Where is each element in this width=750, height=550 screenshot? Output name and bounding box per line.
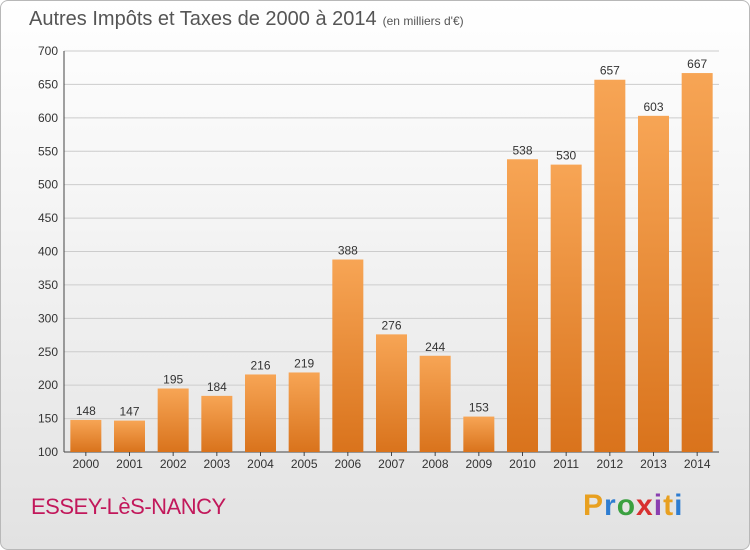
logo-letter: t — [663, 489, 675, 522]
x-tick-label: 2007 — [378, 457, 405, 471]
x-tick-label: 2012 — [596, 457, 623, 471]
y-tick-label: 300 — [38, 311, 58, 325]
y-tick-label: 500 — [38, 178, 58, 192]
logo-letter: o — [616, 489, 637, 522]
x-tick-label: 2010 — [509, 457, 536, 471]
chart-unit: (en milliers d'€) — [382, 14, 464, 28]
y-tick-label: 400 — [38, 245, 58, 259]
bar-value-label: 147 — [119, 405, 139, 419]
x-tick-label: 2001 — [116, 457, 143, 471]
x-tick-label: 2006 — [334, 457, 361, 471]
bar-value-label: 538 — [512, 143, 532, 157]
bar-value-label: 530 — [556, 149, 576, 163]
y-tick-label: 600 — [38, 111, 58, 125]
x-tick-label: 2002 — [160, 457, 187, 471]
bar — [594, 79, 626, 452]
bar — [157, 388, 189, 452]
bar-value-label: 388 — [338, 244, 358, 258]
logo-letter: i — [674, 489, 684, 522]
bar-value-label: 195 — [163, 373, 183, 387]
bar-value-label: 216 — [250, 358, 270, 372]
logo-letter: r — [604, 489, 617, 522]
x-tick-label: 2013 — [640, 457, 667, 471]
bar — [681, 73, 713, 453]
bar — [332, 259, 364, 452]
bar — [507, 159, 538, 452]
bar — [419, 355, 451, 452]
bar — [245, 374, 276, 452]
bar — [288, 372, 320, 452]
y-tick-label: 150 — [38, 412, 58, 426]
bar-value-label: 657 — [600, 64, 620, 78]
x-tick-label: 2014 — [684, 457, 711, 471]
bar-value-label: 276 — [381, 318, 401, 332]
x-tick-label: 2011 — [553, 457, 579, 471]
bar — [550, 164, 582, 452]
y-tick-label: 200 — [38, 378, 58, 392]
y-tick-label: 700 — [38, 44, 58, 58]
logo-letter: P — [583, 489, 605, 522]
x-tick-labels: 2000 2001 2002 2003 2004 2005 2006 2007 2008 2009… — [72, 457, 710, 471]
y-tick-label: 100 — [38, 445, 58, 459]
chart-title-text: Autres Impôts et Taxes de 2000 à 2014 — [29, 8, 377, 30]
x-tick-label: 2004 — [247, 457, 274, 471]
proxiti-logo: Proxiti — [583, 489, 683, 523]
bar — [376, 334, 407, 452]
x-tick-label: 2000 — [72, 457, 99, 471]
bar — [463, 416, 495, 452]
y-tick-label: 250 — [38, 345, 58, 359]
bar — [638, 115, 669, 452]
bar-value-label: 184 — [207, 380, 227, 394]
chart-title: Autres Impôts et Taxes de 2000 à 2014 (en… — [29, 8, 464, 31]
bar-value-label: 219 — [294, 356, 314, 370]
bars — [70, 73, 713, 453]
bar — [70, 419, 102, 452]
x-tick-label: 2005 — [291, 457, 318, 471]
commune-name: ESSEY-LèS-NANCY — [31, 494, 226, 519]
bar-value-label: 667 — [687, 57, 707, 71]
y-tick-label: 650 — [38, 77, 58, 91]
bar-value-label: 148 — [76, 404, 96, 418]
y-tick-label: 450 — [38, 211, 58, 225]
x-tick-label: 2008 — [422, 457, 449, 471]
bar-value-label: 603 — [643, 100, 663, 114]
bar-value-label: 153 — [469, 401, 489, 415]
y-tick-labels: 100 150 200 250 300 350 400 450 500 550 600 650 700 — [38, 44, 58, 459]
bar — [114, 420, 145, 452]
x-tick-label: 2009 — [465, 457, 492, 471]
x-tick-label: 2003 — [203, 457, 230, 471]
logo-letter: i — [653, 489, 664, 522]
y-tick-label: 350 — [38, 278, 58, 292]
value-labels: 148 147 195 184 216 219 388 276 244 153 538 530 657 6… — [76, 57, 708, 419]
y-tick-label: 550 — [38, 144, 58, 158]
bar-value-label: 244 — [425, 340, 445, 354]
bar — [201, 395, 233, 452]
logo-letter: x — [636, 489, 654, 522]
